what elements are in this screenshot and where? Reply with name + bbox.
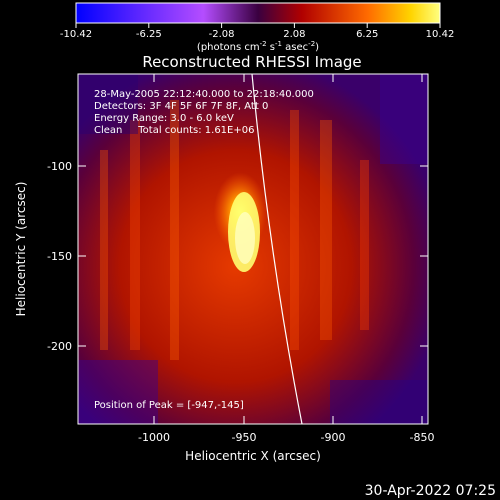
info-block: 28-May-2005 22:12:40.000 to 22:18:40.000… [94,89,314,136]
y-tick-label: -100 [47,160,72,173]
colorbar-unit-label: (photons cm-2 s-1 asec-2) [197,40,319,53]
x-axis-label: Heliocentric X (arcsec) [185,449,321,463]
colorbar-tick-label: -6.25 [136,29,162,40]
peak-position-label: Position of Peak = [-947,-145] [94,400,244,411]
info-line: 28-May-2005 22:12:40.000 to 22:18:40.000 [94,89,314,100]
y-axis-ticks [78,165,428,347]
x-tick-label: -1000 [138,431,170,444]
y-tick-label: -200 [47,340,72,353]
x-tick-label: -850 [410,431,435,444]
solar-limb-line [251,74,303,424]
colorbar [76,3,440,23]
plot-frame [77,73,429,425]
colorbar-tick-label: -2.08 [209,29,235,40]
x-tick-label: -900 [321,431,346,444]
info-line: Clean Total counts: 1.61E+06 [94,125,254,136]
footer-timestamp: 30-Apr-2022 07:25 [365,483,496,499]
x-tick-label: -950 [232,431,257,444]
plot-title: Reconstructed RHESSI Image [142,53,361,71]
colorbar-tick-label: -10.42 [60,29,92,40]
y-axis-label: Heliocentric Y (arcsec) [14,182,28,317]
colorbar-tick-label: 10.42 [426,29,455,40]
info-line: Detectors: 3F 4F 5F 6F 7F 8F, Att 0 [94,101,268,112]
colorbar-tick-label: 6.25 [356,29,378,40]
colorbar-tick-label: 2.08 [283,29,305,40]
rhessi-image [78,74,428,424]
info-line: Energy Range: 3.0 - 6.0 keV [94,113,234,124]
x-axis-ticks [153,74,423,424]
colorbar-ticks [75,23,441,28]
y-tick-label: -150 [47,250,72,263]
